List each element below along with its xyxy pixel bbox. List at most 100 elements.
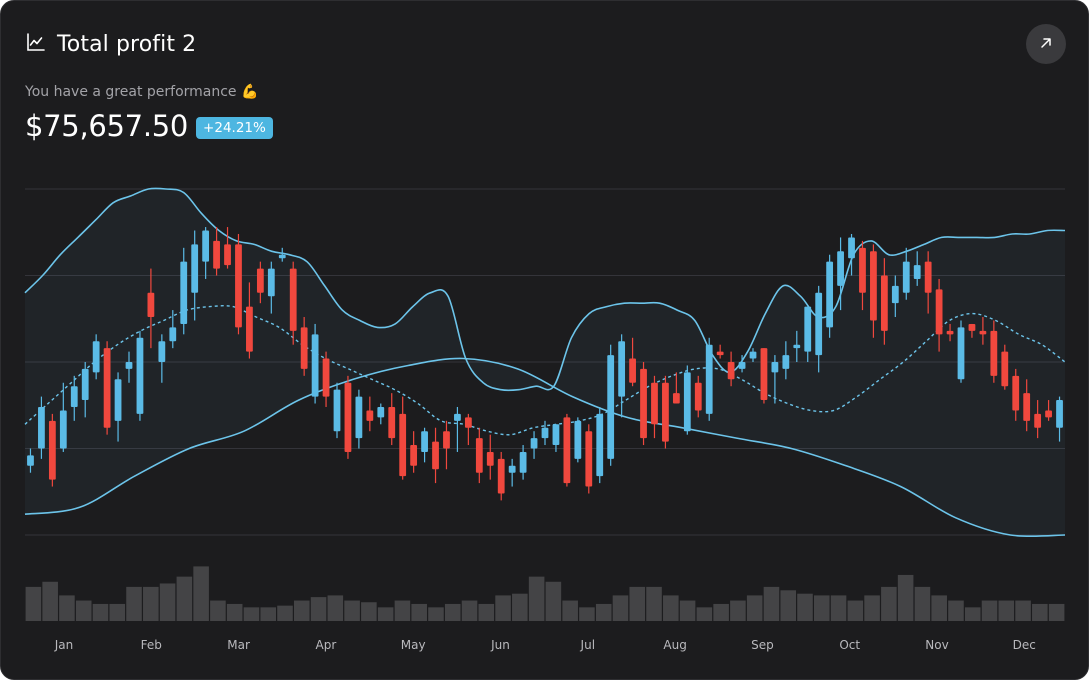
x-tick-label: Nov (925, 638, 948, 652)
candle-body (1034, 413, 1042, 428)
candle-body (246, 306, 253, 352)
volume-bar (512, 593, 528, 621)
volume-bar (629, 586, 646, 621)
x-tick-label: May (401, 638, 426, 652)
candle-body (311, 334, 319, 397)
volume-bar (830, 595, 847, 621)
candle-body (344, 382, 352, 452)
volume-bar (595, 603, 612, 621)
candle-body (169, 327, 177, 342)
candle-body (935, 289, 943, 335)
volume-bar (92, 603, 109, 621)
candle-body (300, 327, 308, 369)
volume-bar (663, 595, 679, 621)
x-tick-label: Jun (490, 638, 510, 652)
candle-body (235, 244, 242, 328)
candle-body (486, 451, 494, 466)
volume-bar (377, 607, 394, 621)
volume-bar (176, 576, 193, 621)
candle-body (946, 330, 954, 335)
volume-bar (528, 576, 545, 621)
candle-body (1023, 393, 1031, 421)
candle-body (793, 344, 801, 349)
candle-body (519, 451, 527, 473)
candle-body (749, 351, 757, 359)
volume-bar (914, 586, 931, 621)
volume-bar (696, 607, 713, 621)
candle-body (618, 341, 626, 397)
candle-body (957, 327, 965, 380)
candle-body (1056, 400, 1063, 428)
volume-bar (746, 595, 763, 621)
candle-body (530, 438, 538, 449)
volume-bar (193, 566, 209, 621)
volume-bar (847, 600, 864, 621)
candle-body (125, 362, 133, 369)
lower-band-line (24, 357, 1066, 538)
x-tick-label: Aug (663, 638, 686, 652)
candle-body (607, 355, 615, 459)
volume-bar (126, 586, 142, 621)
candle-body (924, 261, 932, 293)
candle-body (38, 406, 45, 449)
volume-bar (478, 603, 495, 621)
candle-body (552, 424, 560, 446)
x-tick-label: Feb (141, 638, 162, 652)
value-row: $75,657.50 +24.21% (25, 109, 273, 143)
volume-bar (143, 586, 159, 621)
candle-body (421, 431, 428, 452)
candle-body (322, 358, 330, 397)
candle-body (103, 348, 111, 428)
volume-bar (411, 603, 427, 621)
volume-bar (713, 603, 729, 621)
candle-body (399, 413, 407, 477)
volume-bar (260, 607, 277, 621)
volume-bar (981, 600, 998, 621)
line-chart-icon (25, 31, 47, 57)
change-badge: +24.21% (196, 116, 273, 139)
candle-body (727, 362, 735, 380)
x-tick-label: Dec (1013, 638, 1036, 652)
volume-bar (864, 595, 880, 621)
candle-body (640, 368, 647, 439)
expand-button[interactable] (1026, 24, 1066, 64)
card-header: Total profit 2 (25, 31, 196, 57)
candle-body (694, 382, 702, 411)
volume-bar (780, 590, 797, 621)
volume-bar (293, 600, 310, 621)
candle-body (202, 230, 210, 262)
volume-bar (461, 600, 478, 621)
volume-bar (310, 597, 327, 621)
volume-bar (897, 574, 914, 621)
x-tick-label: Mar (227, 638, 250, 652)
volume-bar (394, 600, 411, 621)
volume-bar (25, 586, 42, 621)
candle-body (158, 341, 166, 362)
band-fill (25, 188, 1065, 537)
volume-bar (159, 583, 176, 621)
candle-body (848, 237, 855, 259)
volume-bar (545, 581, 562, 621)
candle-body (81, 368, 89, 401)
x-tick-label: Jan (54, 638, 74, 652)
candle-body (804, 306, 812, 352)
candle-body (782, 355, 790, 369)
candle-body (464, 417, 472, 428)
volume-bar (59, 595, 75, 621)
candle-body (27, 455, 34, 466)
candle-body (377, 406, 385, 418)
candle-body (136, 337, 144, 414)
candle-body (147, 292, 155, 318)
candle-body (278, 254, 286, 259)
candle-body (114, 379, 122, 421)
candle-body (366, 410, 374, 421)
volume-bar (646, 586, 662, 621)
candle-body (333, 389, 341, 432)
candle-body (213, 240, 220, 269)
candle-body (92, 341, 100, 373)
candle-body (859, 247, 866, 293)
volume-bar (679, 600, 696, 621)
x-tick-label: Apr (316, 638, 337, 652)
candle-body (267, 268, 275, 297)
